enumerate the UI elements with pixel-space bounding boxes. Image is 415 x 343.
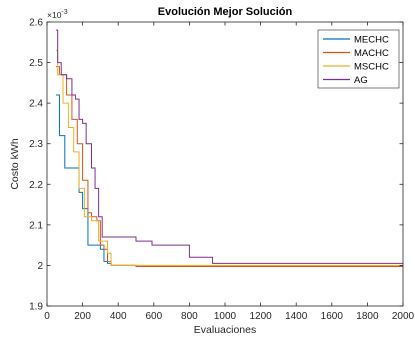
legend-label-machc: MACHC: [354, 48, 389, 59]
y-tick-label: 2.2: [29, 180, 43, 191]
x-tick-label: 800: [181, 311, 198, 322]
x-tick-label: 1800: [356, 311, 379, 322]
y-tick-label: 2.1: [29, 220, 43, 231]
y-exponent-base: ×10: [47, 10, 62, 20]
x-tick-label: 1600: [321, 311, 344, 322]
ticks-group: 0 200 400 600 800 1000 1200 1400 1600 1800 2000 1.9…: [29, 18, 414, 323]
chart-title: Evolución Mejor Solución: [158, 6, 293, 18]
y-tick-label: 1.9: [29, 302, 43, 313]
y-tick-label: 2.6: [29, 18, 43, 29]
legend-label-mschc: MSCHC: [354, 62, 389, 73]
y-axis-label: Costo kWh: [9, 138, 21, 190]
legend-label-ag: AG: [354, 75, 368, 86]
y-exponent-label: ×10-3: [47, 9, 68, 20]
legend-box: [317, 29, 400, 89]
legend-label-mechc: MECHC: [354, 35, 389, 46]
y-exponent-power: -3: [61, 9, 67, 16]
x-tick-label: 600: [145, 311, 162, 322]
series-group: [55, 29, 403, 267]
y-tick-label: 2.5: [29, 58, 43, 69]
series-line-machc: [55, 66, 403, 267]
x-tick-label: 400: [110, 311, 127, 322]
series-line-ag: [55, 29, 403, 264]
x-tick-label: 200: [74, 311, 91, 322]
legend: MECHC MACHC MSCHC AG: [317, 29, 400, 89]
y-tick-label: 2: [37, 261, 43, 272]
x-axis-label: Evaluaciones: [194, 324, 256, 336]
svg-text:×10-3: ×10-3: [47, 9, 68, 20]
x-tick-label: 1000: [214, 311, 237, 322]
y-tick-label: 2.3: [29, 139, 43, 150]
x-tick-label: 2000: [392, 311, 415, 322]
x-tick-label: 1200: [249, 311, 272, 322]
y-tick-label: 2.4: [29, 99, 43, 110]
series-line-mschc: [55, 49, 403, 266]
x-tick-label: 1400: [285, 311, 308, 322]
x-tick-label: 0: [44, 311, 50, 322]
